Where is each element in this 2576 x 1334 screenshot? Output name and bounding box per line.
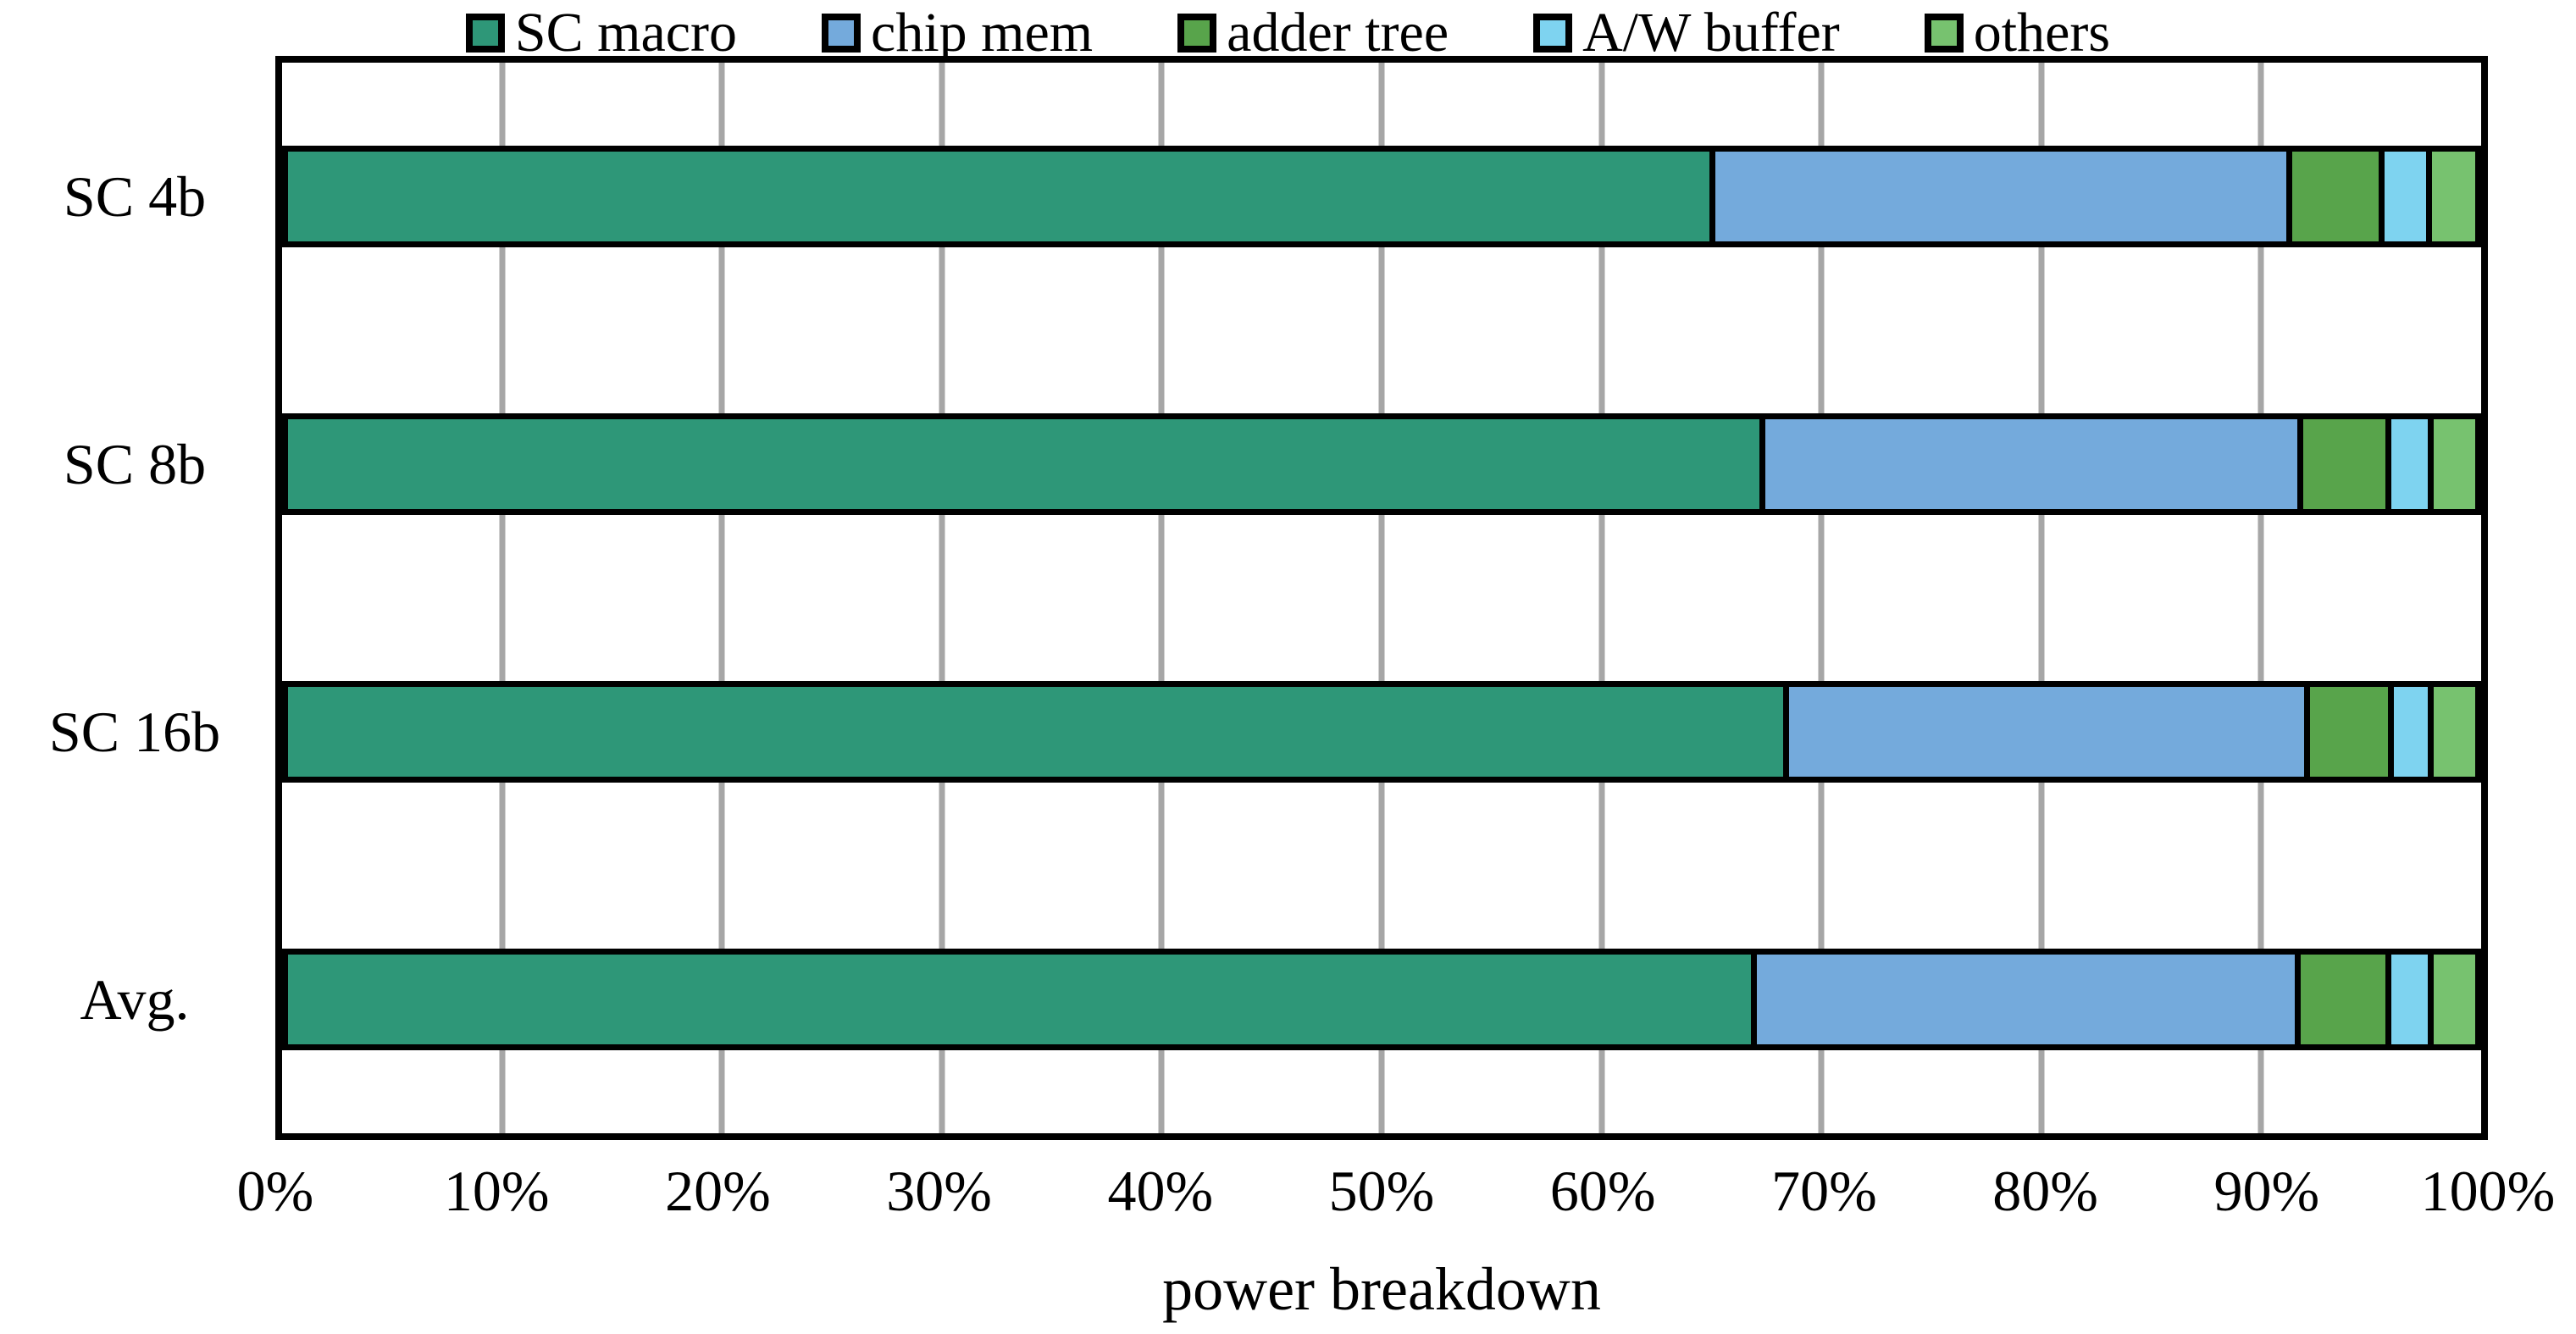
gridline <box>939 63 945 1133</box>
gridline <box>2257 63 2264 1133</box>
legend-label: chip mem <box>871 2 1094 64</box>
bar-segment <box>288 419 1759 509</box>
gridline <box>1158 63 1165 1133</box>
legend-swatch-icon <box>1924 14 1964 53</box>
x-axis-title: power breakdown <box>1162 1255 1601 1323</box>
bar-segment <box>2434 955 2476 1044</box>
x-axis-tick-label: 10% <box>443 1159 550 1223</box>
bar-segment <box>288 687 1783 777</box>
legend-label: A/W buffer <box>1582 2 1840 64</box>
legend-swatch-icon <box>465 14 505 53</box>
gridline <box>1818 63 1825 1133</box>
legend-swatch-icon <box>822 14 861 53</box>
x-axis-tick-label: 50% <box>1328 1159 1435 1223</box>
gridline <box>718 63 725 1133</box>
legend-item: others <box>1924 2 2111 64</box>
bar-segment <box>1756 955 2296 1044</box>
gridline <box>1378 63 1385 1133</box>
x-axis-tick-label: 70% <box>1771 1159 1877 1223</box>
x-axis-tick-label: 0% <box>236 1159 314 1223</box>
y-axis-label: SC 16b <box>48 700 221 764</box>
bar-segment <box>2391 419 2429 509</box>
plot-inner <box>282 63 2481 1133</box>
legend-item: adder tree <box>1177 5 1449 61</box>
bar-segment <box>2292 152 2379 241</box>
legend: SC macro chip mem adder tree A/W buffer othe… <box>0 5 2576 61</box>
x-axis-tick-label: 80% <box>1992 1159 2098 1223</box>
legend-item: SC macro <box>465 2 738 64</box>
x-axis-tick-label: 60% <box>1549 1159 1656 1223</box>
legend-item: chip mem <box>822 5 1093 61</box>
gridline <box>499 63 506 1133</box>
legend-label: adder tree <box>1227 2 1449 64</box>
x-axis-tick-label: 40% <box>1107 1159 1214 1223</box>
y-axis-label: SC 8b <box>63 432 207 496</box>
y-axis-label: Avg. <box>80 967 190 1032</box>
y-axis-label: SC 4b <box>63 164 207 229</box>
bar-segment <box>1788 687 2304 777</box>
bar-segment <box>2434 419 2475 509</box>
x-axis-tick-label: 90% <box>2213 1159 2320 1223</box>
x-axis-tick-label: 100% <box>2420 1159 2556 1223</box>
stacked-bar-sc-16b <box>282 681 2481 783</box>
bar-segment <box>288 955 1751 1044</box>
stacked-bar-avg- <box>282 949 2481 1050</box>
bar-segment <box>1715 152 2287 241</box>
bar-segment <box>2431 152 2475 241</box>
gridline <box>1598 63 1605 1133</box>
bar-segment <box>2303 419 2386 509</box>
bar-segment <box>1764 419 2297 509</box>
gridline <box>2038 63 2045 1133</box>
bar-segment <box>2393 687 2429 777</box>
x-axis-tick-label: 20% <box>665 1159 771 1223</box>
plot-area <box>275 56 2488 1140</box>
bar-segment <box>2385 152 2426 241</box>
bar-segment <box>2434 687 2475 777</box>
legend-swatch-icon <box>1533 14 1573 53</box>
stacked-bar-sc-4b <box>282 146 2481 247</box>
legend-item: A/W buffer <box>1533 5 1840 61</box>
stacked-bar-sc-8b <box>282 413 2481 515</box>
bar-segment <box>288 152 1709 241</box>
bar-segment <box>2301 955 2386 1044</box>
legend-label: others <box>1973 2 2111 64</box>
legend-label: SC macro <box>514 2 738 64</box>
legend-swatch-icon <box>1177 14 1217 53</box>
x-axis-tick-label: 30% <box>886 1159 992 1223</box>
bar-segment <box>2391 955 2429 1044</box>
bar-segment <box>2309 687 2388 777</box>
